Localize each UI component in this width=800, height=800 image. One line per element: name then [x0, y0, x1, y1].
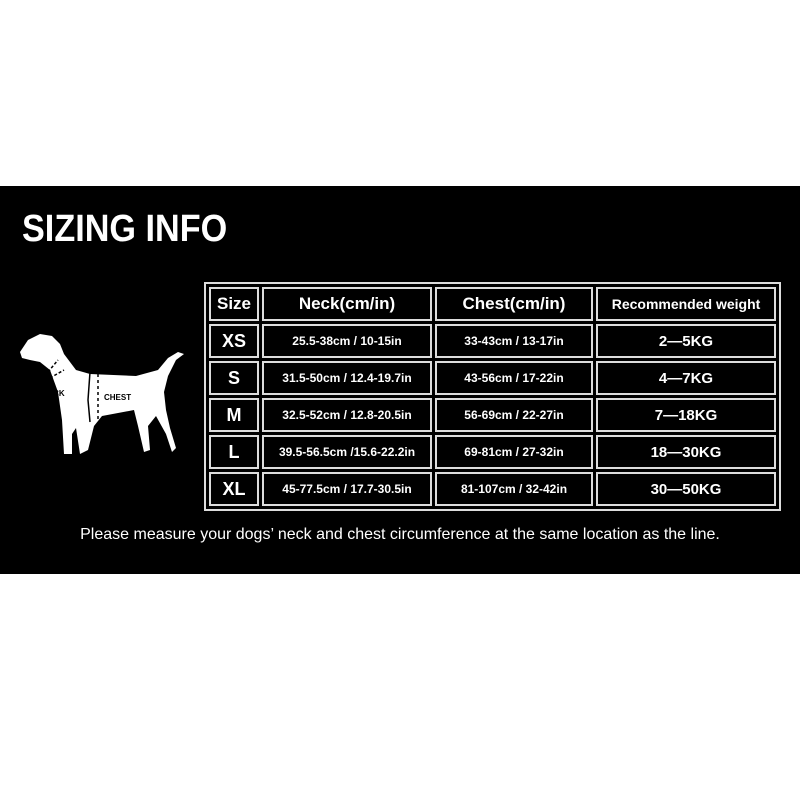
- dog-illustration-icon: NECK CHEST: [20, 334, 184, 454]
- weight-cell: 7—18KG: [596, 398, 776, 432]
- page-title: SIZING INFO: [22, 208, 228, 250]
- weight-cell: 18—30KG: [596, 435, 776, 469]
- header-neck: Neck(cm/in): [262, 287, 432, 321]
- size-cell: M: [209, 398, 259, 432]
- weight-cell: 2—5KG: [596, 324, 776, 358]
- size-cell: L: [209, 435, 259, 469]
- neck-cell: 32.5-52cm / 12.8-20.5in: [262, 398, 432, 432]
- header-weight: Recommended weight: [596, 287, 776, 321]
- neck-cell: 39.5-56.5cm /15.6-22.2in: [262, 435, 432, 469]
- chest-cell: 33-43cm / 13-17in: [435, 324, 593, 358]
- size-cell: S: [209, 361, 259, 395]
- neck-label: NECK: [42, 389, 65, 398]
- chest-cell: 56-69cm / 22-27in: [435, 398, 593, 432]
- chest-cell: 43-56cm / 17-22in: [435, 361, 593, 395]
- neck-cell: 25.5-38cm / 10-15in: [262, 324, 432, 358]
- neck-cell: 45-77.5cm / 17.7-30.5in: [262, 472, 432, 506]
- table-row: S 31.5-50cm / 12.4-19.7in 43-56cm / 17-22i…: [209, 361, 776, 395]
- weight-cell: 30—50KG: [596, 472, 776, 506]
- size-cell: XS: [209, 324, 259, 358]
- chest-cell: 69-81cm / 27-32in: [435, 435, 593, 469]
- weight-cell: 4—7KG: [596, 361, 776, 395]
- measurement-note: Please measure your dogs’ neck and chest…: [80, 526, 720, 543]
- size-table: Size Neck(cm/in) Chest(cm/in) Recommende…: [204, 282, 781, 511]
- table-row: XL 45-77.5cm / 17.7-30.5in 81-107cm / 32-4…: [209, 472, 776, 506]
- table-row: M 32.5-52cm / 12.8-20.5in 56-69cm / 22-27i…: [209, 398, 776, 432]
- neck-cell: 31.5-50cm / 12.4-19.7in: [262, 361, 432, 395]
- size-cell: XL: [209, 472, 259, 506]
- header-size: Size: [209, 287, 259, 321]
- header-chest: Chest(cm/in): [435, 287, 593, 321]
- chest-label: CHEST: [104, 393, 131, 402]
- table-row: L 39.5-56.5cm /15.6-22.2in 69-81cm / 27-32…: [209, 435, 776, 469]
- chest-cell: 81-107cm / 32-42in: [435, 472, 593, 506]
- table-row: XS 25.5-38cm / 10-15in 33-43cm / 13-17in 2—…: [209, 324, 776, 358]
- table-header-row: Size Neck(cm/in) Chest(cm/in) Recommende…: [209, 287, 776, 321]
- sizing-banner: SIZING INFO NECK CHEST Size Neck(cm/in) …: [0, 186, 800, 574]
